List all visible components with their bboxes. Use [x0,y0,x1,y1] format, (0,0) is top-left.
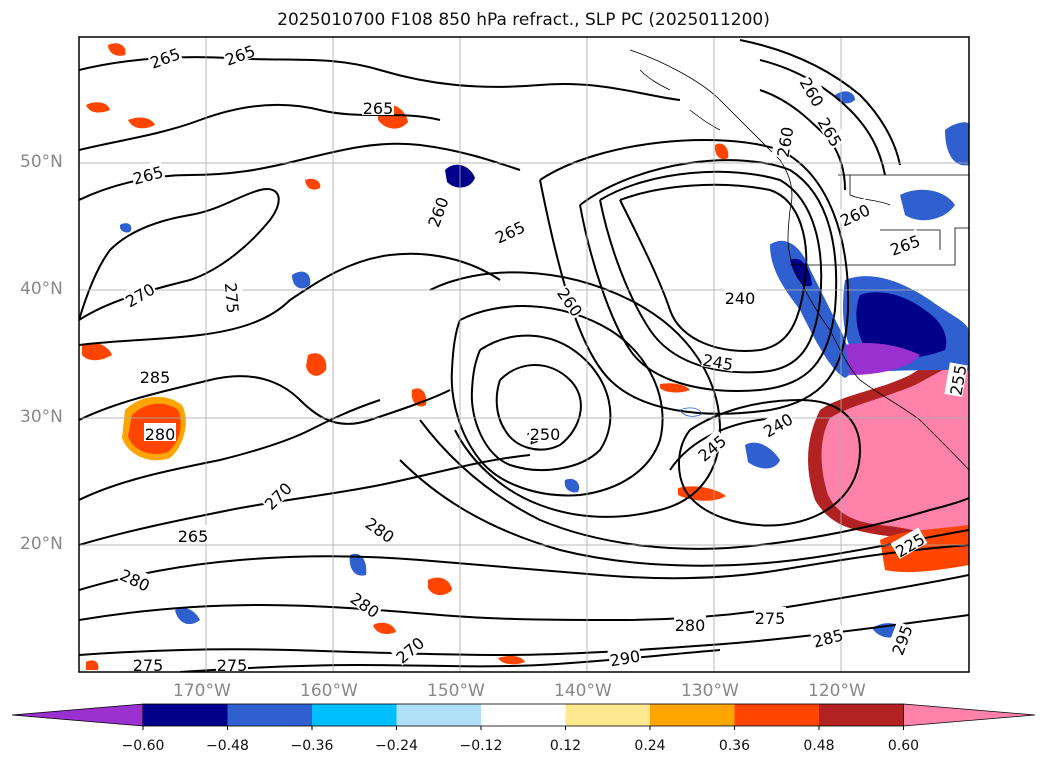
lon-label: 150°W [427,681,485,701]
lat-label: 20°N [20,534,63,554]
colorbar-tick-label: 0.48 [803,738,835,754]
contour-label: 275 [755,609,786,628]
lat-label: 50°N [20,152,63,172]
lon-label: 130°W [681,681,739,701]
contour-label: 280 [675,616,706,635]
colorbar-segment [734,704,819,726]
contour-label: 285 [140,368,171,387]
contour-label-bg [223,281,245,315]
contour-label-bg [146,42,183,71]
colorbar-segment [481,704,566,726]
contour-label: 255 [946,363,970,396]
colorbar-tick-label: −0.24 [375,738,418,754]
colorbar-tick-label: −0.60 [121,738,165,754]
lon-label: 160°W [300,681,358,701]
contour-label: 240 [725,289,756,308]
contour-label-bg [724,287,756,305]
colorbar-tick-label: 0.24 [634,738,666,754]
contour-label: 275 [217,656,248,675]
colorbar-segment [227,704,312,726]
contour-label-bg [771,124,795,159]
contour-label-bg [674,614,706,632]
contour-label-bg [258,476,295,513]
contour-label-bg [886,621,915,658]
colorbar-tick-label: −0.12 [459,738,503,754]
contour-label-bg [117,563,155,594]
colorbar-tick-label: 0.12 [549,738,582,754]
contour-label-bg [815,112,848,150]
contour-label-bg [692,429,729,464]
plot-frame [78,36,970,673]
colorbar-extend-low [11,703,144,727]
contour-label-bg [944,362,968,397]
colorbar-tick-label: −0.36 [290,738,334,754]
contour-label-bg [754,607,786,625]
contour-label-bg [144,423,176,441]
refractivity-shading [82,43,969,670]
colorbar-segment [565,704,650,726]
colorbar-segment [312,704,397,726]
contour-label: 280 [145,425,176,444]
contour-label-bg [809,623,846,649]
contour-label: 265 [178,527,209,546]
lat-label: 40°N [20,279,63,299]
contour-label-bg [362,97,394,115]
contour-label-bg [132,654,164,672]
contour-label-bg [490,215,528,246]
colorbar-segment [819,704,904,726]
colorbar-segment [650,704,735,726]
contour-label-bg [607,644,642,668]
contour-label-bg [701,348,736,372]
contour-label-bg [529,423,561,441]
contour-label-bg [890,527,928,560]
colorbar [11,703,1036,730]
contour-label: 250 [530,425,561,444]
contour-label: 275 [133,656,164,675]
colorbar-tick-label: 0.36 [718,738,751,754]
contour-label-bg [758,407,796,440]
contour-label-bg [555,282,589,320]
contour-label-bg [221,39,258,68]
contour-label-bg [139,366,171,384]
map-title: 2025010700 F108 850 hPa refract., SLP PC… [277,10,770,30]
contour-label-bg [362,511,400,545]
contour-label: 265 [363,99,394,118]
contour-label: 275 [221,282,243,314]
contour-label-bg [835,198,873,229]
lon-label: 170°W [173,681,231,701]
contour-label-bg [797,72,830,110]
colorbar-tick-label: 0.60 [887,738,920,754]
contour-label-bg [886,229,923,258]
contour-label-bg [422,193,451,230]
colorbar-frame [142,703,904,727]
colorbar-segment [143,704,228,726]
lon-label: 120°W [808,681,866,701]
lon-label: 140°W [554,681,612,701]
contour-label-bg [216,654,248,672]
colorbar-segment [396,704,481,726]
contour-label-bg [390,631,427,666]
contour-label-bg [129,160,166,186]
contour-label-bg [347,586,385,620]
lat-label: 30°N [20,407,63,427]
contour-label-bg [120,277,158,310]
colorbar-extend-high [903,703,1036,727]
colorbar-tick-label: −0.48 [206,738,249,754]
contour-label-bg [177,525,209,543]
negative-outlines [679,240,846,417]
